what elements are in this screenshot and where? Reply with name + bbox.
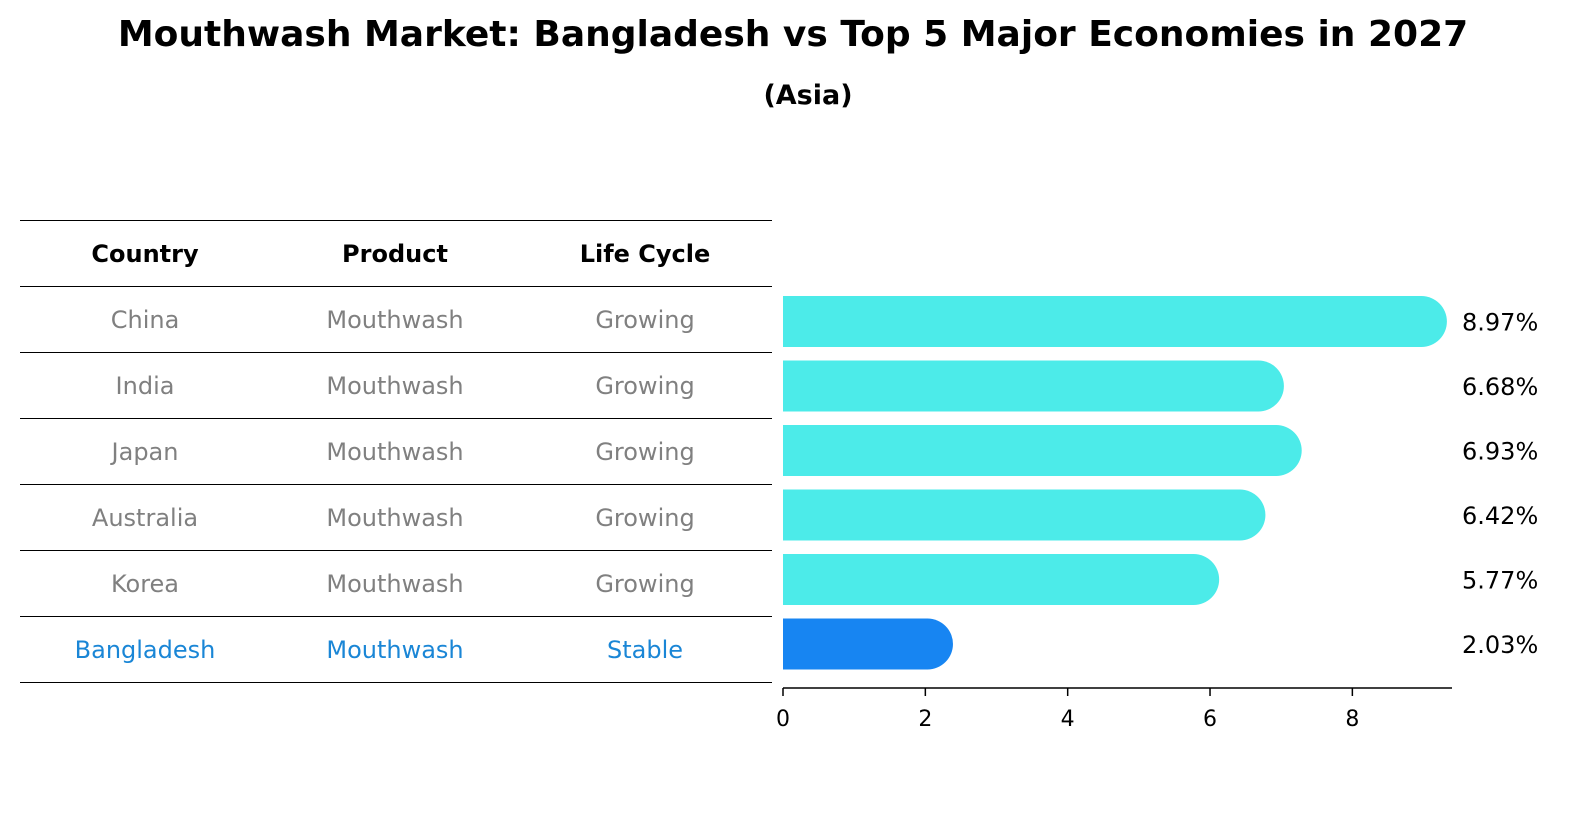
country-cell: Australia	[91, 503, 199, 532]
header-life-cycle: Life Cycle	[579, 239, 711, 268]
header-product: Product	[342, 239, 448, 268]
product-cell: Mouthwash	[326, 569, 464, 598]
header-country: Country	[91, 239, 199, 268]
x-tick-label: 8	[1345, 707, 1359, 732]
life-cycle-cell: Growing	[595, 437, 695, 466]
chart-subtitle: (Asia)	[763, 80, 853, 111]
product-cell: Mouthwash	[326, 635, 464, 664]
x-tick-label: 4	[1061, 707, 1075, 732]
life-cycle-cell: Growing	[595, 569, 695, 598]
table-header-row: Country Product Life Cycle	[20, 220, 772, 286]
table-row-highlight: Bangladesh Mouthwash Stable	[20, 616, 772, 683]
country-cell: China	[110, 305, 180, 334]
x-tick-label: 0	[776, 707, 790, 732]
bar-korea	[783, 554, 1220, 605]
data-table: Country Product Life Cycle China Mouthwa…	[20, 220, 772, 683]
country-cell: Japan	[111, 437, 179, 466]
bar-japan	[783, 425, 1302, 476]
bar-australia	[783, 489, 1266, 541]
x-tick-label: 2	[918, 707, 932, 732]
life-cycle-cell: Growing	[595, 305, 695, 334]
life-cycle-cell: Growing	[595, 371, 695, 400]
product-cell: Mouthwash	[326, 503, 464, 532]
life-cycle-cell: Growing	[595, 503, 695, 532]
product-cell: Mouthwash	[326, 305, 464, 334]
value-label: 5.77%	[1462, 567, 1538, 595]
bar-china	[783, 296, 1447, 347]
value-label: 6.93%	[1462, 438, 1538, 466]
product-cell: Mouthwash	[326, 371, 464, 400]
value-label: 8.97%	[1462, 309, 1538, 337]
table-row: Australia Mouthwash Growing	[20, 484, 772, 550]
product-cell: Mouthwash	[326, 437, 464, 466]
country-cell: Korea	[110, 569, 180, 598]
life-cycle-cell: Stable	[606, 635, 684, 664]
value-label: 2.03%	[1462, 631, 1538, 659]
table-row: Japan Mouthwash Growing	[20, 418, 772, 484]
value-label: 6.42%	[1462, 502, 1538, 530]
country-cell: India	[115, 371, 175, 400]
chart-title: Mouthwash Market: Bangladesh vs Top 5 Ma…	[117, 14, 1469, 55]
table-row: China Mouthwash Growing	[20, 286, 772, 352]
table-row: India Mouthwash Growing	[20, 352, 772, 418]
country-cell: Bangladesh	[74, 635, 216, 664]
bar-india	[783, 360, 1284, 412]
x-tick-label: 6	[1203, 707, 1217, 732]
value-label: 6.68%	[1462, 373, 1538, 401]
bar-bangladesh	[783, 618, 953, 670]
table-row: Korea Mouthwash Growing	[20, 550, 772, 616]
